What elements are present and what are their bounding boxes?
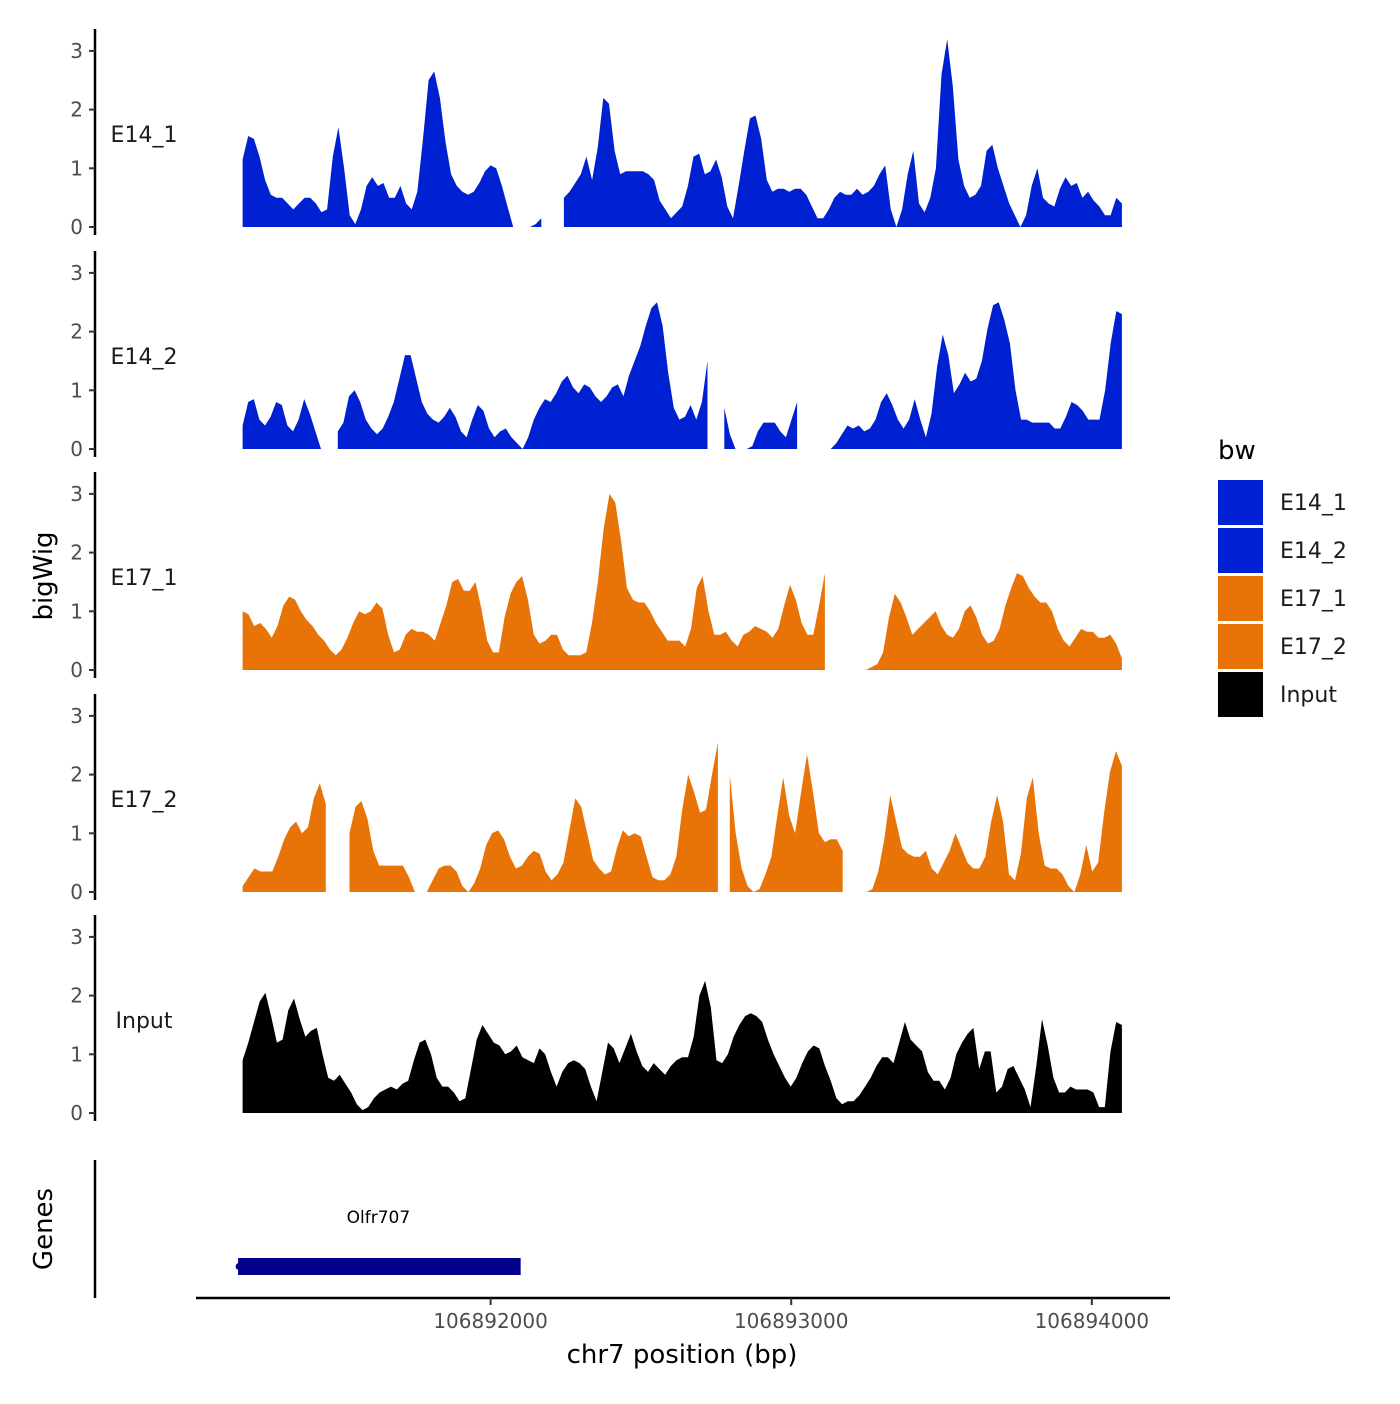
track-label-E17_2: E17_2 [111, 788, 178, 813]
y-tick-label-Input-0: 0 [70, 1101, 83, 1125]
x-tick-label-2: 106893000 [734, 1309, 849, 1333]
genes-layer: Olfr707 [93, 1160, 521, 1298]
gene-label-Olfr707: Olfr707 [347, 1208, 411, 1228]
track-Input: 0 1 2 3 Input [70, 915, 1122, 1125]
area-E14_1-segment-1 [242, 71, 542, 228]
area-E17_2-segment-2 [349, 742, 718, 892]
track-label-Input: Input [116, 1009, 173, 1034]
legend-swatch-E14_1 [1218, 480, 1263, 525]
legend-title: bw [1218, 436, 1256, 466]
area-E17_1-segment-2 [859, 573, 1122, 670]
y-tick-label-E17_1-3: 3 [70, 482, 83, 506]
area-E14_2-segment-2 [337, 302, 708, 449]
y-axis-title: bigWig [29, 531, 59, 620]
y-tick-label-E14_2-1: 1 [70, 378, 83, 402]
y-tick-label-E17_2-3: 3 [70, 704, 83, 728]
x-axis-title: chr7 position (bp) [567, 1340, 798, 1370]
x-axis: 106892000 106893000 106894000 [196, 1296, 1170, 1333]
legend: bw E14_1 E14_2 E17_1 E17_2 Input [1218, 436, 1347, 717]
area-E14_2-segment-1 [242, 399, 321, 449]
area-E17_2-segment-3 [729, 754, 843, 892]
y-tick-label-E14_2-3: 3 [70, 261, 83, 285]
legend-swatch-Input [1218, 672, 1263, 717]
legend-label-E14_1: E14_1 [1280, 491, 1347, 516]
legend-swatch-E17_2 [1218, 624, 1263, 669]
y-tick-label-E17_2-2: 2 [70, 763, 83, 787]
legend-swatch-E14_2 [1218, 528, 1263, 573]
tracks-layer: 0 1 2 3 E14_1 0 1 2 3 E14_2 0 1 2 3 E17_1 0 1 2 3 E17_2 0 1 2 3… [70, 29, 1122, 1125]
x-tick-label-3: 106894000 [1035, 1309, 1150, 1333]
gene-strand-marker-Olfr707 [235, 1263, 243, 1270]
gene-body-Olfr707 [238, 1258, 521, 1275]
area-E14_2-segment-3 [724, 402, 798, 449]
track-E14_2: 0 1 2 3 E14_2 [70, 251, 1122, 461]
y-tick-label-E14_1-2: 2 [70, 98, 83, 122]
track-E17_2: 0 1 2 3 E17_2 [70, 694, 1122, 904]
y-tick-label-E17_2-1: 1 [70, 821, 83, 845]
track-label-E14_1: E14_1 [111, 123, 178, 148]
y-tick-label-E14_1-3: 3 [70, 39, 83, 63]
track-E14_1: 0 1 2 3 E14_1 [70, 29, 1122, 239]
track-label-E14_2: E14_2 [111, 345, 178, 370]
area-Input-segment-1 [242, 980, 1122, 1113]
y-tick-label-E14_2-2: 2 [70, 320, 83, 344]
area-E14_2-segment-4 [819, 302, 1122, 449]
y-tick-label-E14_2-0: 0 [70, 437, 83, 461]
track-label-E17_1: E17_1 [111, 566, 178, 591]
legend-label-E17_2: E17_2 [1280, 635, 1347, 660]
y-tick-label-Input-2: 2 [70, 984, 83, 1008]
track-E17_1: 0 1 2 3 E17_1 [70, 472, 1122, 682]
y-tick-label-E17_2-0: 0 [70, 880, 83, 904]
y-tick-label-E17_1-1: 1 [70, 599, 83, 623]
y-tick-label-E17_1-0: 0 [70, 658, 83, 682]
y-tick-label-Input-1: 1 [70, 1042, 83, 1066]
y-tick-label-E17_1-2: 2 [70, 541, 83, 565]
legend-label-E17_1: E17_1 [1280, 587, 1347, 612]
y-tick-label-E14_1-1: 1 [70, 156, 83, 180]
legend-label-E14_2: E14_2 [1280, 539, 1347, 564]
legend-swatch-E17_1 [1218, 576, 1263, 621]
area-E17_1-segment-1 [242, 493, 825, 670]
y-tick-label-Input-3: 3 [70, 925, 83, 949]
legend-label-Input: Input [1280, 683, 1337, 708]
x-tick-label-1: 106892000 [433, 1309, 548, 1333]
area-E17_2-segment-4 [860, 751, 1122, 892]
area-E17_2-segment-1 [242, 783, 326, 892]
genes-track-title: Genes [29, 1188, 59, 1270]
area-E14_1-segment-2 [563, 39, 1122, 228]
y-tick-label-E14_1-0: 0 [70, 215, 83, 239]
